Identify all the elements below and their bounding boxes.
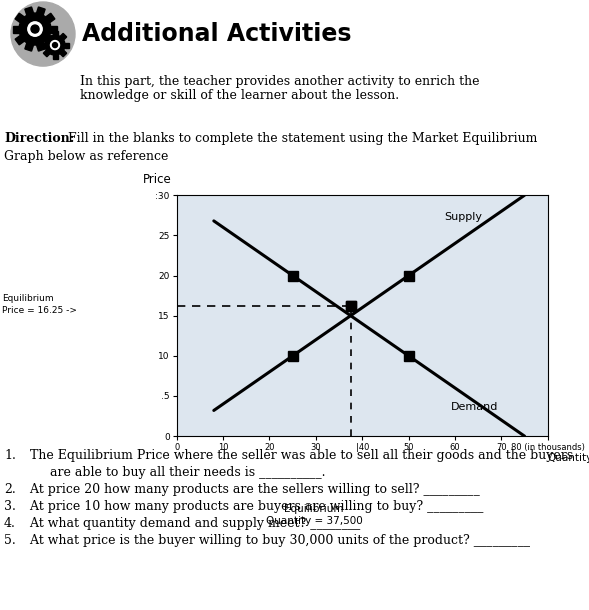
Text: Supply: Supply xyxy=(444,212,482,222)
Text: knowledge or skill of the learner about the lesson.: knowledge or skill of the learner about … xyxy=(80,90,399,102)
Polygon shape xyxy=(52,31,58,35)
Polygon shape xyxy=(25,7,34,15)
Text: Quantity: Quantity xyxy=(548,453,589,463)
Text: In this part, the teacher provides another activity to enrich the: In this part, the teacher provides anoth… xyxy=(80,75,479,88)
Circle shape xyxy=(45,35,65,55)
Polygon shape xyxy=(37,7,45,15)
Circle shape xyxy=(19,13,51,45)
Polygon shape xyxy=(15,13,24,23)
Text: Equilibrium
Quantity = 37,500: Equilibrium Quantity = 37,500 xyxy=(266,504,362,526)
Text: Price: Price xyxy=(143,173,172,185)
Text: 3.: 3. xyxy=(4,500,16,513)
Polygon shape xyxy=(65,43,69,48)
Polygon shape xyxy=(60,34,67,40)
Polygon shape xyxy=(25,43,34,51)
Text: Additional Activities: Additional Activities xyxy=(82,22,352,46)
Circle shape xyxy=(11,2,75,66)
Text: 2.: 2. xyxy=(4,483,16,496)
Polygon shape xyxy=(46,35,55,45)
Text: 1.: 1. xyxy=(4,449,16,462)
Polygon shape xyxy=(41,43,45,48)
Circle shape xyxy=(52,43,58,48)
Text: At price 20 how many products are the sellers willing to sell? _________: At price 20 how many products are the se… xyxy=(26,483,480,496)
Text: At price 10 how many products are buyers are willing to buy? _________: At price 10 how many products are buyers… xyxy=(26,500,484,513)
Polygon shape xyxy=(46,13,55,23)
Text: At what price is the buyer willing to buy 30,000 units of the product? _________: At what price is the buyer willing to bu… xyxy=(26,534,530,547)
Polygon shape xyxy=(13,26,19,32)
Text: Direction:: Direction: xyxy=(4,132,74,145)
Polygon shape xyxy=(44,34,49,40)
Text: At what quantity demand and supply meet? ________: At what quantity demand and supply meet?… xyxy=(26,517,360,530)
Polygon shape xyxy=(60,51,67,57)
Text: 4.: 4. xyxy=(4,517,16,530)
Text: Fill in the blanks to complete the statement using the Market Equilibrium: Fill in the blanks to complete the state… xyxy=(68,132,537,145)
Circle shape xyxy=(51,40,59,49)
Circle shape xyxy=(28,22,42,36)
Polygon shape xyxy=(15,35,24,45)
Text: 5.: 5. xyxy=(4,534,16,547)
Polygon shape xyxy=(52,55,58,59)
Text: are able to buy all their needs is __________.: are able to buy all their needs is _____… xyxy=(26,466,326,479)
Text: Graph below as reference: Graph below as reference xyxy=(4,151,168,163)
Polygon shape xyxy=(37,43,45,51)
Text: Equilibrium
Price = 16.25 ->: Equilibrium Price = 16.25 -> xyxy=(2,293,77,315)
Polygon shape xyxy=(51,26,57,32)
Text: The Equilibrium Price where the seller was able to sell all their goods and the : The Equilibrium Price where the seller w… xyxy=(26,449,573,462)
Polygon shape xyxy=(44,51,49,57)
Circle shape xyxy=(31,25,39,33)
Text: Demand: Demand xyxy=(451,402,499,412)
